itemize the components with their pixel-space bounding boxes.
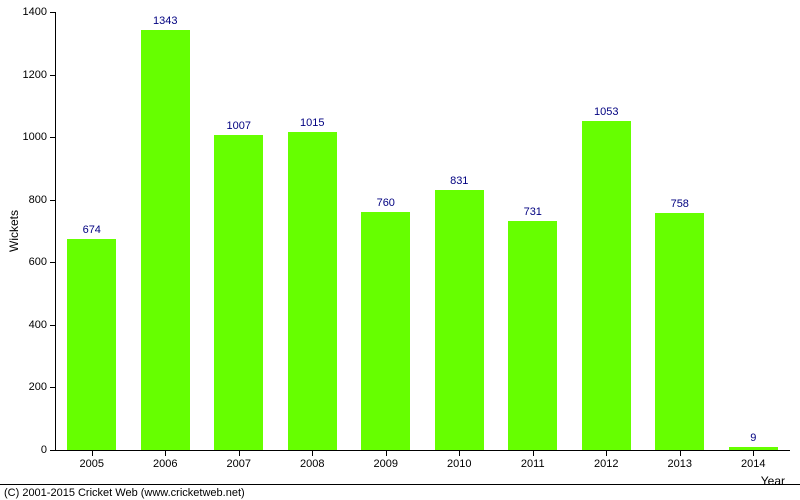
x-tick-label: 2007 [227,458,251,470]
y-tick [50,200,55,201]
y-tick-label: 1400 [0,6,47,18]
y-tick-label: 1000 [0,131,47,143]
bar-value-label: 1007 [227,120,251,132]
bar [214,135,263,450]
y-tick-label: 1200 [0,69,47,81]
x-tick [312,451,313,456]
bar [288,132,337,450]
y-tick [50,387,55,388]
x-tick-label: 2012 [594,458,618,470]
y-tick-label: 600 [0,256,47,268]
x-tick [92,451,93,456]
y-axis-line [55,12,56,450]
footer-separator [0,484,800,485]
bar [361,212,410,450]
bar-value-label: 760 [377,197,395,209]
copyright-text: (C) 2001-2015 Cricket Web (www.cricketwe… [4,487,245,499]
y-tick-label: 800 [0,194,47,206]
x-tick-label: 2006 [153,458,177,470]
bar [582,121,631,450]
y-axis-title: Wickets [7,210,21,252]
x-tick [165,451,166,456]
x-tick-label: 2010 [447,458,471,470]
wickets-by-year-chart: Wickets Year (C) 2001-2015 Cricket Web (… [0,0,800,500]
bar-value-label: 674 [83,224,101,236]
y-tick-label: 200 [0,381,47,393]
y-tick [50,12,55,13]
bar [141,30,190,450]
x-tick-label: 2013 [668,458,692,470]
bar [435,190,484,450]
x-tick-label: 2008 [300,458,324,470]
y-tick-label: 0 [0,444,47,456]
x-tick [606,451,607,456]
bar-value-label: 1015 [300,117,324,129]
x-tick [459,451,460,456]
x-tick-label: 2005 [80,458,104,470]
bar [729,447,778,450]
x-tick [239,451,240,456]
bar-value-label: 731 [524,206,542,218]
x-tick [533,451,534,456]
y-tick-label: 400 [0,319,47,331]
bar-value-label: 1053 [594,106,618,118]
bar-value-label: 758 [671,198,689,210]
x-tick [753,451,754,456]
bar [655,213,704,450]
x-tick-label: 2014 [741,458,765,470]
x-tick-label: 2009 [374,458,398,470]
y-tick [50,262,55,263]
y-tick [50,137,55,138]
x-tick [386,451,387,456]
bar-value-label: 9 [750,432,756,444]
x-tick [680,451,681,456]
x-tick-label: 2011 [521,458,545,470]
bar [67,239,116,450]
bar-value-label: 1343 [153,15,177,27]
y-tick [50,450,55,451]
bar-value-label: 831 [450,175,468,187]
y-tick [50,75,55,76]
y-tick [50,325,55,326]
x-axis-title: Year [761,474,785,488]
bar [508,221,557,450]
